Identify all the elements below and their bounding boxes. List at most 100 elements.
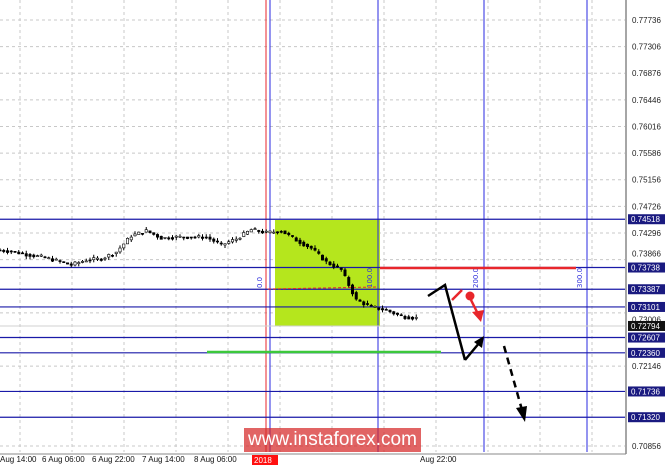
candle — [399, 314, 403, 317]
candle — [9, 250, 13, 253]
candle — [234, 238, 238, 241]
level-price-tag — [628, 214, 665, 225]
candle — [227, 241, 231, 244]
candle — [347, 277, 351, 286]
candle — [242, 232, 246, 237]
level-price-label: 0.73101 — [631, 303, 660, 312]
candle — [167, 237, 171, 240]
candle — [373, 306, 377, 308]
candle — [141, 233, 145, 235]
arrow-head-icon — [474, 336, 484, 348]
red-mark — [451, 289, 463, 301]
price-tick: 0.74296 — [632, 229, 661, 238]
candle — [84, 260, 88, 263]
candle — [171, 237, 175, 240]
candle — [219, 242, 223, 245]
candle — [223, 243, 227, 246]
time-tick: Aug 22:00 — [420, 455, 457, 464]
candle — [320, 254, 324, 261]
candle — [339, 267, 343, 270]
level-price-label: 0.73738 — [631, 264, 660, 273]
projection-dashed-arrow — [502, 345, 524, 411]
fibo-label: 100.0 — [366, 268, 374, 288]
candle — [107, 254, 111, 258]
candle — [174, 235, 178, 238]
current-price-tag — [628, 320, 665, 331]
candle — [152, 232, 156, 235]
date-marker-label: 2018 — [254, 456, 272, 465]
candle — [354, 292, 358, 300]
candle — [302, 241, 306, 247]
candle — [365, 303, 369, 305]
candle — [92, 257, 96, 260]
candle — [290, 235, 294, 237]
fibo-label: 200.0 — [472, 268, 480, 288]
candle — [6, 250, 10, 253]
candle — [384, 309, 388, 311]
candle — [208, 236, 212, 240]
candle — [50, 258, 54, 262]
candle — [335, 265, 339, 268]
fibo-label: 300.0 — [576, 268, 584, 288]
candle — [66, 262, 70, 265]
price-tick: 0.72146 — [632, 362, 661, 371]
candle — [148, 230, 152, 233]
candle — [395, 312, 399, 315]
candle — [96, 257, 100, 260]
price-tick: 0.70856 — [632, 442, 661, 451]
arrow-head-icon — [516, 406, 527, 422]
price-tick: 0.75156 — [632, 176, 661, 185]
level-price-tag — [628, 262, 665, 273]
candle — [13, 250, 17, 253]
candle — [403, 316, 407, 319]
candle — [17, 251, 21, 255]
candle — [20, 252, 24, 255]
candle — [193, 236, 197, 239]
candle — [377, 307, 381, 310]
candle — [163, 236, 167, 239]
level-price-label: 0.71736 — [631, 387, 660, 396]
projection-path — [427, 283, 467, 361]
price-tick: 0.76876 — [632, 69, 661, 78]
arrow-head-icon — [472, 310, 484, 322]
candle — [189, 236, 193, 239]
candle — [35, 255, 39, 257]
candle — [103, 257, 107, 260]
candle — [298, 239, 302, 244]
price-tick: 0.76446 — [632, 96, 661, 105]
candle — [182, 236, 186, 239]
level-price-label: 0.73387 — [631, 285, 660, 294]
candle — [388, 309, 392, 313]
level-price-label: 0.74518 — [631, 215, 660, 224]
candle — [62, 261, 66, 263]
candle — [114, 251, 118, 254]
candle — [279, 231, 283, 233]
candle — [69, 263, 73, 266]
candle — [317, 251, 321, 254]
candle — [137, 231, 141, 235]
candle — [358, 299, 362, 302]
candle — [272, 231, 276, 234]
candle — [54, 258, 58, 261]
current-price-label: 0.72794 — [631, 322, 660, 331]
candle — [156, 234, 160, 238]
price-tick: 0.74726 — [632, 202, 661, 211]
candle — [410, 316, 414, 320]
candle — [283, 230, 287, 235]
candle — [32, 254, 36, 258]
candle — [144, 229, 148, 233]
candle — [216, 240, 220, 243]
candle — [122, 243, 126, 249]
candle — [309, 245, 313, 249]
level-price-label: 0.72607 — [631, 334, 660, 343]
red-dot-icon — [465, 291, 475, 301]
candle — [414, 317, 418, 319]
candle — [47, 257, 51, 260]
candle — [159, 235, 163, 240]
level-price-tag — [628, 347, 665, 358]
candle — [294, 237, 298, 242]
candle — [212, 238, 216, 242]
candle — [231, 239, 235, 243]
price-tick: 0.73866 — [632, 250, 661, 259]
